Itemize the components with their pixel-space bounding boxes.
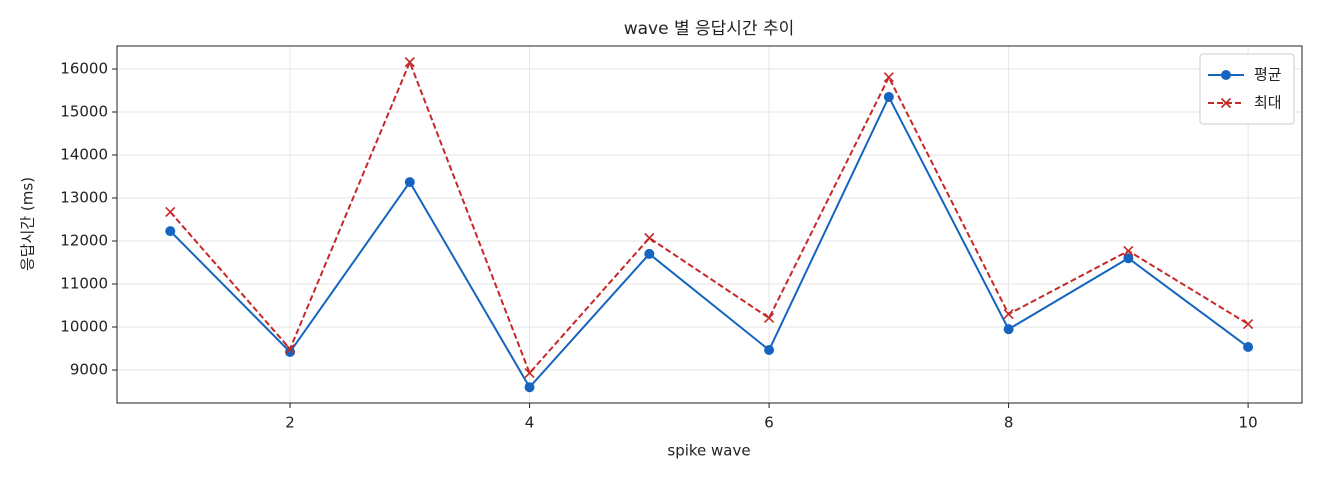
- y-tick-label: 13000: [60, 189, 108, 207]
- point: [524, 382, 535, 393]
- y-tick-label: 14000: [60, 146, 108, 164]
- point: [1003, 309, 1014, 320]
- point: [284, 343, 296, 355]
- y-axis-label: 응답시간 (ms): [19, 177, 37, 271]
- legend-marker: [1220, 97, 1232, 109]
- point: [1243, 342, 1254, 353]
- series-line: [169, 94, 1249, 389]
- point: [165, 206, 176, 218]
- x-tick-label: 2: [285, 414, 295, 432]
- point: [644, 232, 655, 244]
- point: [1243, 318, 1254, 330]
- point: [404, 177, 415, 188]
- x-tick-label: 10: [1239, 414, 1258, 432]
- point: [883, 91, 894, 102]
- point: [1123, 253, 1134, 264]
- point: [1003, 324, 1014, 335]
- chart-title: wave 별 응답시간 추이: [624, 19, 795, 39]
- plot-frame: [116, 45, 1303, 404]
- y-tick-label: 9000: [70, 361, 108, 379]
- x-tick-label: 6: [764, 414, 774, 432]
- point: [883, 72, 894, 83]
- y-tick-label: 15000: [60, 103, 108, 121]
- y-tick-label: 11000: [60, 275, 108, 293]
- x-tick-label: 8: [1004, 414, 1014, 432]
- x-axis-label: spike wave: [667, 442, 750, 460]
- point: [644, 248, 655, 259]
- point: [524, 367, 535, 379]
- legend-marker: [1221, 70, 1231, 80]
- point: [764, 312, 775, 324]
- legend-box: [1199, 53, 1295, 125]
- y-tick-label: 10000: [60, 318, 108, 336]
- y-tick-label: 16000: [60, 60, 108, 78]
- legend-label: 최대: [1254, 94, 1282, 112]
- point: [404, 57, 415, 68]
- x-tick-label: 4: [525, 414, 535, 432]
- series-line: [169, 59, 1249, 375]
- point: [285, 346, 296, 357]
- point: [165, 226, 176, 237]
- point: [764, 345, 775, 356]
- y-tick-label: 12000: [60, 232, 108, 250]
- legend-label: 평균: [1254, 66, 1282, 84]
- point: [1123, 245, 1134, 256]
